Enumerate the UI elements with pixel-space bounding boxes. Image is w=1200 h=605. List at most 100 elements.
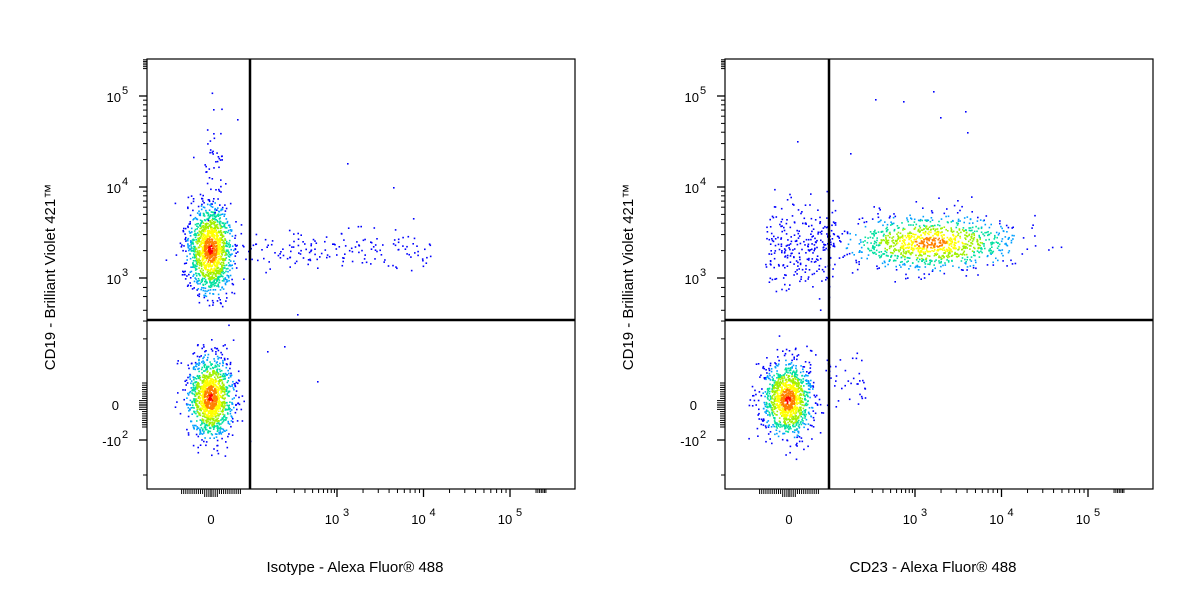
event-dot-cd23pos — [905, 247, 907, 249]
y-tick-label: 10 — [107, 272, 121, 287]
event-dot-cd23neg — [786, 290, 788, 292]
event-dot-cd23pos — [891, 255, 893, 257]
event-dot-cd19neg — [200, 379, 202, 381]
event-dot-cd19neg — [769, 412, 771, 414]
event-dot-cd19neg — [226, 367, 228, 369]
event-dot-cd23pos — [868, 254, 870, 256]
event-dot-tail — [257, 260, 259, 262]
event-dot-cd23pos — [975, 262, 977, 264]
event-dot-cd23pos — [884, 221, 886, 223]
event-dot-cd19neg — [213, 367, 215, 369]
event-dot-cd19pos — [228, 262, 230, 264]
event-dot-cd19pos — [195, 255, 197, 257]
event-dot-tail — [406, 246, 408, 248]
event-dot-cd19neg — [196, 366, 198, 368]
event-dot-tail — [255, 244, 257, 246]
event-dot-cd19pos — [208, 199, 210, 201]
event-dot-cd19neg — [226, 430, 228, 432]
event-dot-tail — [358, 226, 360, 228]
event-dot-cd23pos — [830, 244, 832, 246]
event-dot-cd23pos — [923, 242, 925, 244]
event-dot-cd19pos — [229, 254, 231, 256]
event-dot-cd23pos — [939, 262, 941, 264]
event-dot-cd23pos — [994, 237, 996, 239]
event-dot-tail — [279, 253, 281, 255]
event-dot-cd19neg — [222, 431, 224, 433]
event-dot-cd19neg — [230, 376, 232, 378]
event-dot-cd23pos — [919, 220, 921, 222]
event-dot-cd23pos — [960, 237, 962, 239]
event-dot-cd19neg — [224, 359, 226, 361]
event-dot-cd23pos — [931, 210, 933, 212]
event-dot-cd19pos — [232, 235, 234, 237]
event-dot-cd19pos — [194, 281, 196, 283]
event-dot-cd23pos — [1012, 263, 1014, 265]
event-dot-cd19neg — [208, 404, 210, 406]
event-dot-cd19neg — [187, 382, 189, 384]
event-dot-cd23pos — [853, 254, 855, 256]
event-dot-cd19neg — [197, 447, 199, 449]
event-dot-cd23pos — [938, 197, 940, 199]
event-dot-cd23pos — [910, 265, 912, 267]
event-dot-cd23pos — [939, 270, 941, 272]
event-dot-cd23pos — [925, 266, 927, 268]
event-dot-cd23pos — [920, 227, 922, 229]
event-dot-cd23pos — [916, 201, 918, 203]
event-dot-cd19neg — [242, 395, 244, 397]
event-dot-cd23pos — [981, 242, 983, 244]
event-dot-cd19neg — [800, 421, 802, 423]
event-dot-cd23pos — [939, 242, 941, 244]
event-dot-cd19neg — [793, 422, 795, 424]
event-dot-cd19pos — [191, 247, 193, 249]
event-dot-cd19neg — [201, 439, 203, 441]
event-dot-cd19neg — [205, 394, 207, 396]
event-dot-cd23pos — [964, 259, 966, 261]
event-dot-cd23pos — [927, 255, 929, 257]
event-dot-cd23pos — [948, 216, 950, 218]
event-dot-tail — [280, 251, 282, 253]
event-dot-cd23pos — [954, 245, 956, 247]
event-dot-tail — [313, 239, 315, 241]
event-dot-cd19pos — [190, 277, 192, 279]
event-dot-cd19pos — [235, 235, 237, 237]
event-dot-cd19neg — [807, 383, 809, 385]
event-dot-cd19neg — [789, 452, 791, 454]
event-dot-cd19pos — [210, 250, 212, 252]
event-dot-cd23neg — [808, 226, 810, 228]
event-dot-cd23neg — [794, 234, 796, 236]
event-dot-cd23neg — [823, 271, 825, 273]
event-dot-cd19neg — [204, 370, 206, 372]
event-dot-cd23neg — [819, 265, 821, 267]
event-dot-cd19neg — [227, 447, 229, 449]
event-dot-cd23neg — [801, 276, 803, 278]
event-dot-cd19neg — [222, 422, 224, 424]
event-dot-tail — [379, 250, 381, 252]
event-dot-cd23pos — [947, 222, 949, 224]
event-dot-tail — [304, 243, 306, 245]
event-dot-cd19neg — [776, 377, 778, 379]
event-dot-cd19neg — [198, 368, 200, 370]
event-dot-cd19neg — [770, 365, 772, 367]
event-dot-cd19neg — [796, 355, 798, 357]
event-dot-cd19pos — [222, 306, 224, 308]
event-dot-cd23pos — [902, 237, 904, 239]
event-dot-cd19neg — [815, 396, 817, 398]
event-dot-cd23pos — [895, 216, 897, 218]
event-dot-cd19neg — [805, 424, 807, 426]
event-dot-cd23pos — [934, 240, 936, 242]
event-dot-cd23pos — [984, 235, 986, 237]
event-dot-cd23pos — [959, 229, 961, 231]
event-dot-cd19pos — [204, 164, 206, 166]
event-dot-cd23neg — [799, 259, 801, 261]
event-dot-cd19neg — [779, 431, 781, 433]
event-dot-cd19neg — [813, 382, 815, 384]
event-dot-cd23pos — [904, 239, 906, 241]
event-dot-cd19neg — [215, 378, 217, 380]
event-dot-cd19neg — [218, 415, 220, 417]
event-dot-cd23neg — [779, 249, 781, 251]
event-dot-cd19neg — [784, 355, 786, 357]
event-dot-cd23neg — [781, 250, 783, 252]
event-dot-cd19neg — [767, 390, 769, 392]
event-dot-cd19pos — [229, 226, 231, 228]
event-dot-cd19pos — [218, 156, 220, 158]
